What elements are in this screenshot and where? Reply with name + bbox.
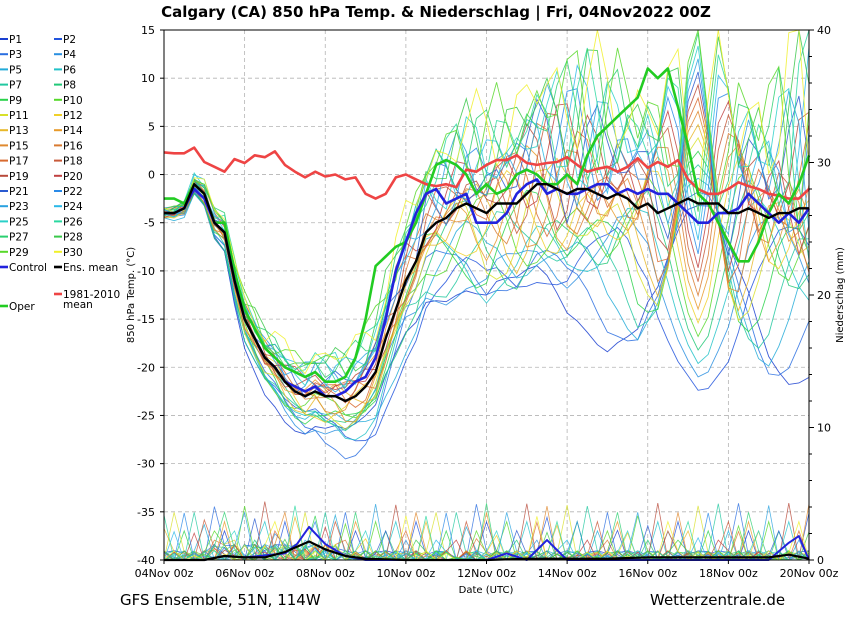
x-axis-label: Date (UTC) [459,585,514,596]
member-precip-p25 [163,529,810,561]
legend-label-clim-mean: 1981-2010 mean [63,289,120,311]
legend-label-p12: P12 [63,110,83,122]
axis-ticks: 15 10 5 0 -5 -10 -15 -20 -25 -30 -35 -40 40 30 20 10 0 04… [135,24,839,580]
legend-label-p30: P30 [63,247,83,259]
member-line-p9 [163,150,810,425]
x-tick-label: 04Nov 00z [135,567,194,580]
legend-label-p11: P11 [9,110,29,122]
legend-label-p29: P29 [9,247,29,259]
legend-label-p6: P6 [63,64,76,76]
chart-title: Calgary (CA) 850 hPa Temp. & Niederschla… [161,3,711,22]
legend-label-p17: P17 [9,156,29,168]
y-axis-label: 850 hPa Temp. (°C) [126,247,137,343]
member-line-p19 [163,83,810,390]
series-oper [164,67,811,384]
y-tick-label: -5 [144,217,155,230]
legend-label-p22: P22 [63,186,83,198]
footer-source: Wetterzentrale.de [650,591,785,609]
y-tick-label: -30 [137,458,155,471]
y-tick-label: 10 [141,72,155,85]
x-tick-label: 20Nov 00z [780,567,839,580]
footer-model: GFS Ensemble, 51N, 114W [120,591,321,609]
y-tick-label: -20 [137,361,155,374]
legend-label-p4: P4 [63,49,76,61]
legend-label-p2: P2 [63,34,76,46]
member-line-p14 [163,143,810,423]
y-tick-label: -40 [137,554,155,567]
x-tick-label: 08Nov 00z [296,567,355,580]
legend-label-p18: P18 [63,156,83,168]
member-line-p6 [163,183,810,441]
legend-label-p1: P1 [9,34,22,46]
legend-label-p28: P28 [63,232,83,244]
legend-label-clim-line: 1981-2010 [63,289,120,301]
y2-tick-label: 0 [817,554,824,567]
main-series-lines [163,67,811,403]
x-tick-label: 10Nov 00z [377,567,436,580]
legend-label-p20: P20 [63,171,83,183]
legend: P1 P2 P3 P4 P5 P6 P7 P8 P9 P10 P11 P12 P13 P14 P15 P16 P… [0,34,120,313]
legend-label-p23: P23 [9,201,29,213]
y-tick-label: -15 [137,313,155,326]
legend-label-p8: P8 [63,80,76,92]
legend-label-p13: P13 [9,125,29,137]
x-tick-label: 18Nov 00z [699,567,758,580]
legend-label-p10: P10 [63,95,83,107]
series-1981-2010-mean [163,146,810,200]
legend-label-clim-line: mean [63,299,93,311]
legend-label-oper: Oper [9,301,35,313]
member-line-p3 [163,190,810,460]
legend-label-control: Control [9,262,47,274]
legend-label-p27: P27 [9,232,29,244]
legend-label-ens-mean: Ens. mean [63,262,118,274]
legend-label-p16: P16 [63,140,83,152]
y-tick-label: -10 [137,265,155,278]
y-tick-label: 0 [148,169,155,182]
x-tick-label: 06Nov 00z [215,567,274,580]
member-line-p21 [163,71,810,399]
legend-label-p26: P26 [63,216,83,228]
series-ens-mean [164,182,809,403]
legend-label-p21: P21 [9,186,29,198]
legend-label-p24: P24 [63,201,83,213]
x-tick-label: 16Nov 00z [618,567,677,580]
y2-tick-label: 20 [817,289,831,302]
y2-tick-label: 40 [817,24,831,37]
legend-label-p5: P5 [9,64,22,76]
y-tick-label: 15 [141,24,155,37]
y-tick-label: -25 [137,409,155,422]
legend-label-p3: P3 [9,49,22,61]
member-line-p12 [163,156,810,423]
x-tick-label: 12Nov 00z [457,567,516,580]
legend-label-p19: P19 [9,171,29,183]
legend-label-p7: P7 [9,80,22,92]
y2-tick-label: 30 [817,157,831,170]
legend-label-p9: P9 [9,95,22,107]
y2-tick-label: 10 [817,422,831,435]
y-tick-label: -35 [137,506,155,519]
member-line-p11 [163,136,810,430]
legend-label-p25: P25 [9,216,29,228]
legend-label-p14: P14 [63,125,83,137]
y-tick-label: 5 [148,120,155,133]
legend-label-p15: P15 [9,140,29,152]
member-line-p30 [163,29,810,375]
y2-axis-label: Niederschlag (mm) [835,247,846,343]
member-line-p28 [163,29,810,372]
x-tick-label: 14Nov 00z [538,567,597,580]
